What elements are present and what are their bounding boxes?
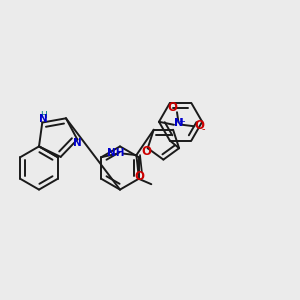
Text: O: O: [141, 145, 151, 158]
Text: N: N: [39, 114, 48, 124]
Text: +: +: [178, 117, 185, 126]
Text: H: H: [40, 110, 47, 119]
Text: O: O: [195, 119, 205, 132]
Text: NH: NH: [107, 148, 125, 158]
Text: O: O: [134, 170, 144, 184]
Text: O: O: [167, 101, 178, 114]
Text: N: N: [73, 138, 82, 148]
Text: N: N: [174, 118, 183, 128]
Text: -: -: [202, 124, 205, 134]
